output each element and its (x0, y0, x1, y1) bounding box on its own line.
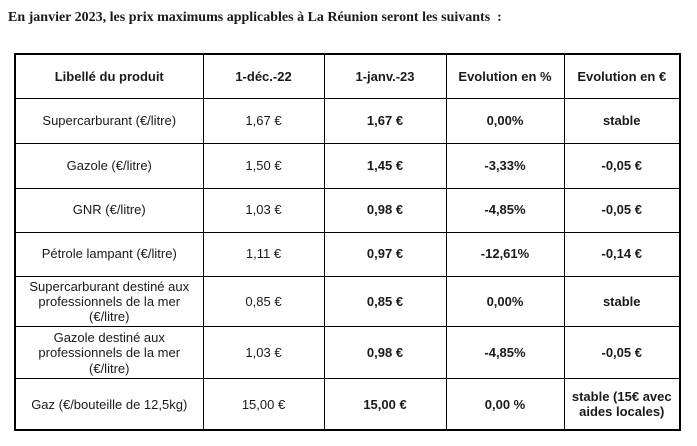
price-jan23-cell: 1,67 € (323, 97, 447, 144)
price-dec22-cell: 1,67 € (202, 97, 325, 144)
table-row: Gaz (€/bouteille de 12,5kg) 15,00 €15,00 … (14, 378, 681, 431)
price-dec22-cell: 1,03 € (202, 326, 325, 380)
header-dec-22: 1-déc.-22 (202, 53, 325, 99)
table-row: Gazole (€/litre) 1,50 €1,45 € -3,33% -0,05 … (14, 142, 681, 189)
table-row: Supercarburant (€/litre) 1,67 €1,67 €0,00… (14, 97, 681, 144)
evolution-eur-cell: -0,14 € (563, 231, 681, 277)
evolution-pct-cell: -4,85% (445, 326, 565, 380)
product-label-cell: Gazole (€/litre) (14, 142, 204, 189)
evolution-pct-cell: 0,00 % (445, 378, 565, 431)
evolution-pct-cell: 0,00% (445, 275, 565, 328)
price-jan23-cell: 0,98 € (323, 187, 447, 233)
evolution-eur-cell: stable (563, 97, 681, 144)
fuel-price-table: Libellé du produit 1-déc.-22 1-janv.-23 … (14, 53, 681, 431)
price-jan23-cell: 0,98 € (323, 326, 447, 380)
evolution-eur-cell: -0,05 € (563, 326, 681, 380)
table-row: Pétrole lampant (€/litre) 1,11 €0,97 € -12… (14, 231, 681, 277)
evolution-pct-cell: -3,33% (445, 142, 565, 189)
product-label-cell: GNR (€/litre) (14, 187, 204, 233)
price-jan23-cell: 0,85 € (323, 275, 447, 328)
product-label-cell: Gaz (€/bouteille de 12,5kg) (14, 378, 204, 431)
table-header-row: Libellé du produit 1-déc.-22 1-janv.-23 … (14, 53, 681, 99)
price-jan23-cell: 0,97 € (323, 231, 447, 277)
price-jan23-cell: 1,45 € (323, 142, 447, 189)
header-jan-23: 1-janv.-23 (323, 53, 447, 99)
evolution-pct-cell: 0,00% (445, 97, 565, 144)
price-dec22-cell: 1,50 € (202, 142, 325, 189)
header-evolution-pct: Evolution en % (445, 53, 565, 99)
product-label-cell: Supercarburant (€/litre) (14, 97, 204, 144)
intro-text: En janvier 2023, les prix maximums appli… (8, 10, 502, 25)
price-dec22-cell: 15,00 € (202, 378, 325, 431)
product-label-cell: Gazole destiné aux professionnels de la … (14, 326, 204, 380)
header-evolution-eur: Evolution en € (563, 53, 681, 99)
evolution-eur-cell: stable (15€ avec aides locales) (563, 378, 681, 431)
table-row: Gazole destiné aux professionnels de la … (14, 326, 681, 380)
price-dec22-cell: 1,03 € (202, 187, 325, 233)
evolution-pct-cell: -4,85% (445, 187, 565, 233)
table-body: Supercarburant (€/litre) 1,67 €1,67 €0,00… (14, 97, 681, 431)
price-jan23-cell: 15,00 € (323, 378, 447, 431)
header-product-label: Libellé du produit (14, 53, 204, 99)
evolution-pct-cell: -12,61% (445, 231, 565, 277)
evolution-eur-cell: stable (563, 275, 681, 328)
product-label-cell: Supercarburant destiné aux professionnel… (14, 275, 204, 328)
price-dec22-cell: 0,85 € (202, 275, 325, 328)
evolution-eur-cell: -0,05 € (563, 142, 681, 189)
table-row: GNR (€/litre) 1,03 €0,98 € -4,85% -0,05 € (14, 187, 681, 233)
table-row: Supercarburant destiné aux professionnel… (14, 275, 681, 328)
price-dec22-cell: 1,11 € (202, 231, 325, 277)
evolution-eur-cell: -0,05 € (563, 187, 681, 233)
product-label-cell: Pétrole lampant (€/litre) (14, 231, 204, 277)
